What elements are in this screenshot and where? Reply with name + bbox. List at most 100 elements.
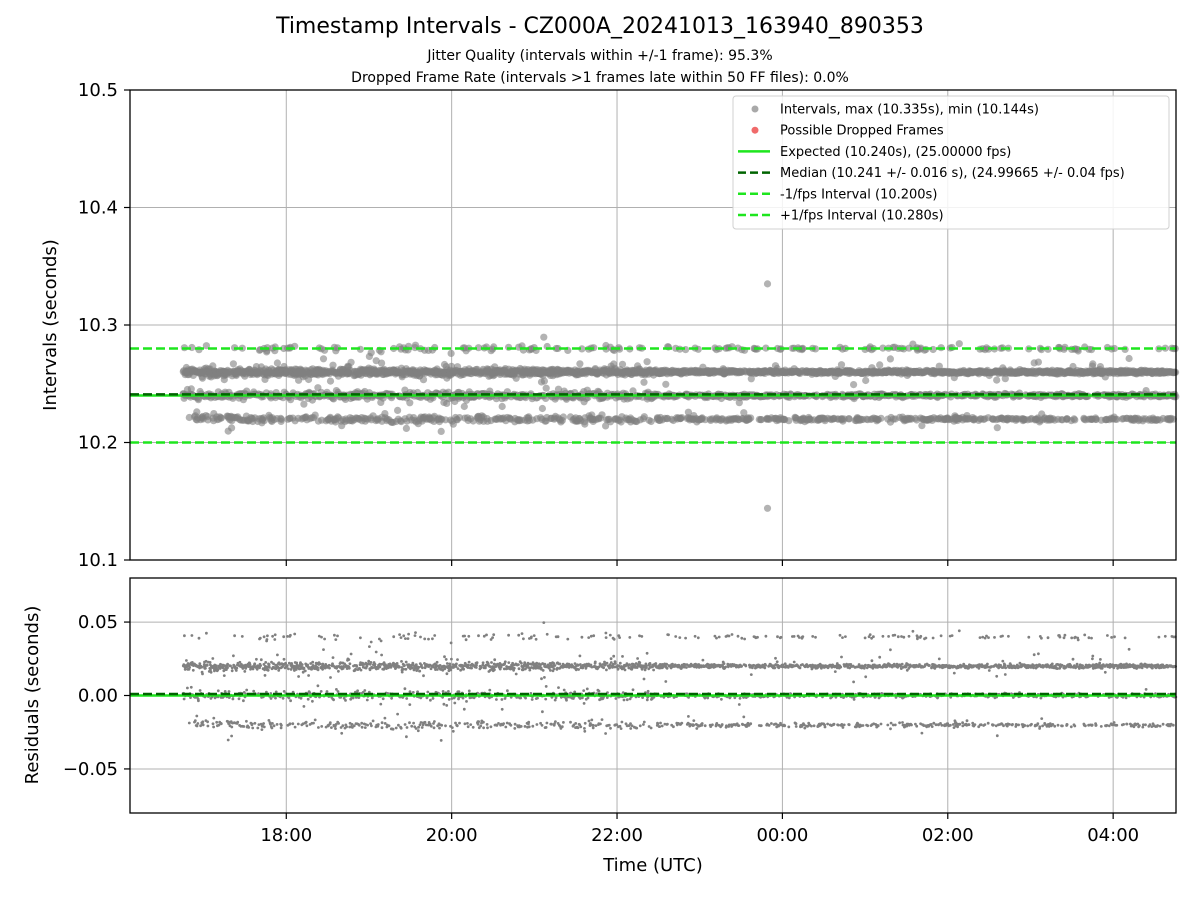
interval-point [217, 414, 225, 422]
residual-point [226, 666, 229, 670]
residual-point [453, 701, 457, 705]
residual-point [316, 684, 320, 688]
residual-point [411, 691, 415, 694]
residual-point [470, 666, 473, 670]
interval-point [411, 341, 420, 349]
residual-point [293, 632, 297, 636]
residual-point [317, 726, 320, 729]
interval-point [540, 333, 548, 341]
residual-point [345, 725, 348, 729]
interval-point [850, 381, 858, 389]
residual-point [391, 727, 395, 731]
residual-point [206, 724, 210, 728]
top-panel-y-ticks: 10.110.210.310.410.5 [78, 80, 130, 571]
residual-point [550, 722, 553, 726]
residual-point [512, 666, 516, 670]
interval-point [935, 362, 943, 370]
interval-point [498, 402, 506, 411]
residual-point [215, 664, 218, 668]
residual-point [359, 668, 363, 672]
residual-point [252, 689, 256, 693]
interval-point [194, 396, 202, 404]
residual-point [413, 634, 417, 637]
residual-point [269, 697, 273, 700]
residual-point [536, 696, 539, 700]
interval-point [578, 345, 586, 353]
residual-point [465, 700, 468, 703]
bottom-panel-points [181, 621, 1178, 742]
residual-point [404, 667, 408, 671]
residual-point [379, 639, 383, 643]
interval-point [747, 375, 755, 383]
interval-point [662, 380, 670, 388]
residual-point [366, 723, 369, 727]
residual-point [247, 726, 251, 729]
interval-point [187, 385, 195, 393]
residual-point [330, 726, 333, 729]
residual-point [336, 634, 339, 638]
residual-point [488, 688, 492, 692]
residual-point [341, 724, 345, 728]
residual-point [447, 690, 450, 693]
residual-point [407, 632, 410, 636]
residual-point [540, 723, 544, 727]
residual-point [520, 661, 523, 665]
residual-point [271, 634, 274, 638]
interval-point [402, 424, 410, 432]
residual-point [490, 661, 493, 664]
legend-label-5: +1/fps Interval (10.280s) [780, 209, 944, 224]
residual-point [408, 703, 412, 706]
residual-point [195, 714, 199, 718]
residual-point [312, 721, 315, 725]
interval-point [678, 414, 686, 422]
residual-point [408, 690, 412, 694]
residual-point [408, 721, 411, 725]
residual-point [426, 690, 430, 694]
residual-point [211, 722, 215, 726]
residual-point [405, 726, 409, 729]
residual-point [231, 697, 235, 701]
residual-point [235, 666, 239, 670]
residual-point [400, 660, 403, 663]
interval-point [300, 400, 308, 408]
residual-point [402, 667, 405, 671]
residual-point [451, 729, 455, 733]
residual-point [399, 726, 403, 730]
residual-point [256, 726, 260, 730]
residual-point [205, 631, 208, 635]
residual-point [441, 690, 445, 693]
residual-point [305, 724, 309, 728]
residual-point [370, 724, 373, 728]
interval-point [993, 376, 1001, 384]
residual-point [206, 720, 210, 724]
residual-point [520, 632, 524, 635]
residual-point [397, 665, 401, 669]
interval-point [538, 404, 547, 413]
residual-point [262, 635, 266, 639]
residual-point [463, 722, 467, 726]
residual-point [216, 689, 220, 693]
residual-point [313, 718, 317, 722]
interval-point [372, 357, 380, 365]
interval-point [762, 344, 770, 352]
residual-point [258, 636, 262, 640]
residual-point [544, 726, 548, 729]
interval-point [640, 378, 648, 386]
residual-point [449, 668, 453, 672]
residual-point [279, 726, 283, 730]
residual-point [230, 666, 234, 670]
residual-point [260, 728, 264, 731]
residual-point [530, 698, 534, 701]
residual-point [444, 658, 448, 661]
residual-point [349, 697, 353, 701]
residual-point [198, 689, 202, 692]
residual-point [545, 632, 549, 636]
residual-point [522, 637, 525, 641]
residual-point [504, 725, 508, 729]
residual-point [211, 657, 215, 660]
top-y-tick-label: 10.2 [78, 433, 118, 454]
interval-point [879, 344, 887, 352]
interval-point [684, 408, 693, 416]
residual-point [431, 697, 435, 700]
residual-point [319, 690, 323, 693]
